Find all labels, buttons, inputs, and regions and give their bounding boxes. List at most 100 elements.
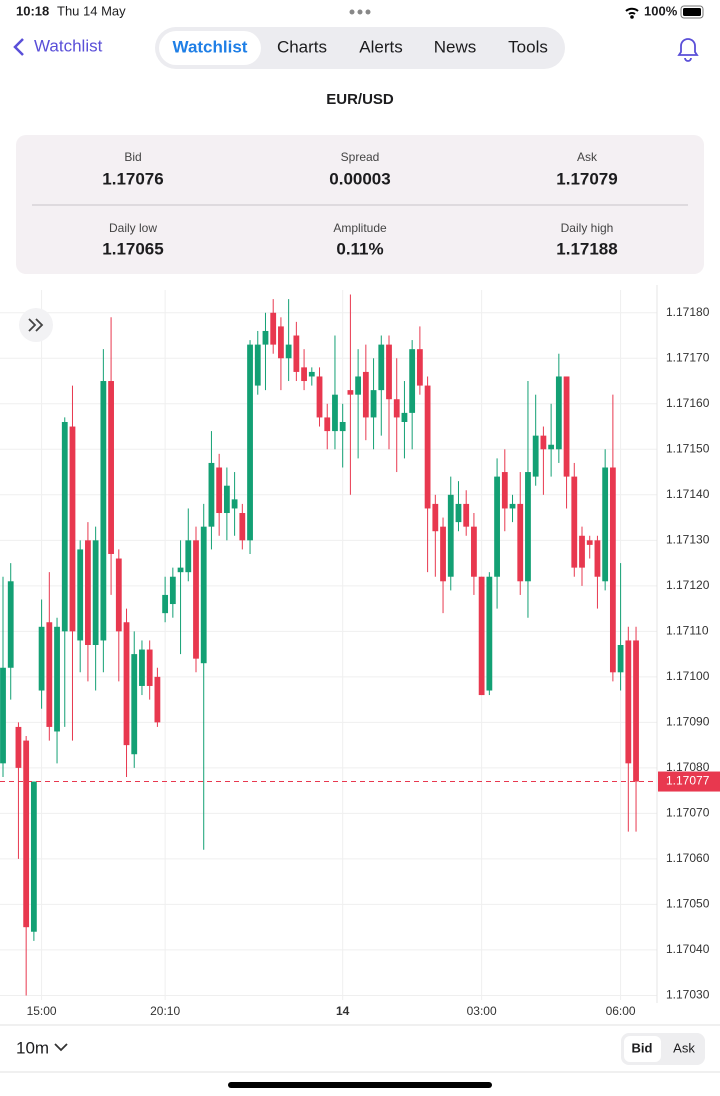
candle-body <box>347 390 354 395</box>
nav-tab[interactable]: Charts <box>277 37 327 56</box>
candle-body <box>146 649 153 686</box>
candle-body <box>501 472 508 509</box>
stat-label: Spread <box>341 150 380 164</box>
nav-tab[interactable]: Tools <box>508 37 548 56</box>
x-tick-label: 15:00 <box>27 1004 57 1018</box>
back-chevron[interactable] <box>13 38 24 56</box>
candle-body <box>316 376 323 418</box>
candle-body <box>231 499 238 509</box>
wifi-icon <box>625 7 639 15</box>
candle-body <box>69 426 76 632</box>
candle-body <box>609 467 616 673</box>
candle-body <box>185 540 192 573</box>
battery-frame <box>680 5 704 19</box>
candle-body <box>355 376 362 395</box>
candle-body <box>123 622 130 746</box>
candle-body <box>339 421 346 432</box>
y-tick-label: 1.17070 <box>666 806 710 820</box>
candle-body <box>517 503 524 582</box>
candle-body <box>579 535 585 568</box>
y-tick-label: 1.17040 <box>666 942 710 956</box>
price-type[interactable]: Bid <box>632 1040 653 1055</box>
candle-body <box>216 467 223 514</box>
candle-body <box>525 472 531 582</box>
candle-body <box>362 371 369 418</box>
nav-tab[interactable]: Alerts <box>359 37 402 56</box>
nav-tab[interactable]: News <box>434 37 477 56</box>
candle-body <box>0 667 6 764</box>
candle-body <box>324 417 331 432</box>
candle-body <box>131 654 138 755</box>
candle-body <box>278 326 284 359</box>
candle-body <box>563 376 570 477</box>
candle-body <box>548 444 555 450</box>
candle-body <box>46 622 53 727</box>
stat-value: 1.17065 <box>102 239 163 258</box>
candle-body <box>270 312 277 345</box>
y-tick-label: 1.17160 <box>666 396 710 410</box>
candle-body <box>509 503 516 509</box>
multitask-dots <box>349 9 371 15</box>
candle-body <box>254 344 261 386</box>
candle-body <box>478 576 485 696</box>
wifi-dot <box>630 15 634 19</box>
candle-body <box>15 726 22 768</box>
candle-body <box>432 503 439 532</box>
candle-body <box>108 381 114 554</box>
candle-body <box>447 494 454 577</box>
y-tick-label: 1.17110 <box>666 624 709 638</box>
x-tick-label: 14 <box>336 1004 350 1018</box>
price-toggle-selected <box>624 1036 661 1062</box>
back-button[interactable]: Watchlist <box>34 36 103 55</box>
candle-body <box>100 381 107 641</box>
interval-chevron[interactable] <box>54 1043 68 1052</box>
y-tick-label: 1.17180 <box>666 305 710 319</box>
alerts-bell[interactable] <box>677 38 699 62</box>
candle-body <box>471 526 477 577</box>
candle-body <box>162 594 169 614</box>
stat-value: 1.17076 <box>102 169 163 188</box>
y-tick-label: 1.17030 <box>666 988 710 1002</box>
candle-body <box>85 540 91 645</box>
candle-body <box>455 503 462 523</box>
candle-body <box>61 421 68 632</box>
candle-body <box>494 476 500 577</box>
last-price-tag <box>658 771 720 792</box>
stat-label: Daily high <box>561 221 614 235</box>
nav-tab[interactable]: Watchlist <box>173 37 248 56</box>
price-type[interactable]: Ask <box>673 1040 695 1055</box>
battery-text: 100% <box>644 3 678 18</box>
stat-value: 1.17079 <box>556 169 617 188</box>
stat-value: 0.00003 <box>329 169 390 188</box>
y-tick-label: 1.17050 <box>666 897 710 911</box>
candle-body <box>602 467 609 582</box>
candle-body <box>54 626 60 732</box>
interval-select[interactable]: 10m <box>16 1038 49 1057</box>
candle-body <box>332 394 338 432</box>
candle-body <box>169 576 176 605</box>
stat-value: 0.11% <box>336 239 383 258</box>
candle-body <box>625 640 632 764</box>
tab-selected-bg <box>159 31 261 65</box>
candle-body <box>571 476 578 568</box>
y-tick-label: 1.17170 <box>666 350 710 364</box>
stat-label: Amplitude <box>333 221 387 235</box>
candle-body <box>386 344 392 400</box>
last-price-label: 1.17077 <box>666 774 710 788</box>
candle-body <box>139 649 145 686</box>
candle-body <box>393 399 400 418</box>
x-tick-label: 06:00 <box>606 1004 636 1018</box>
candle-body <box>416 349 423 386</box>
y-tick-label: 1.17100 <box>666 669 710 683</box>
expand-icon[interactable] <box>28 318 44 332</box>
tab-bar <box>155 27 565 69</box>
candle-body <box>262 330 269 345</box>
y-tick-label: 1.17130 <box>666 532 710 546</box>
candle-body <box>486 576 493 691</box>
candle-body <box>115 558 122 632</box>
y-tick-label: 1.17080 <box>666 760 710 774</box>
candle-body <box>293 335 300 372</box>
candle-body <box>285 344 292 359</box>
